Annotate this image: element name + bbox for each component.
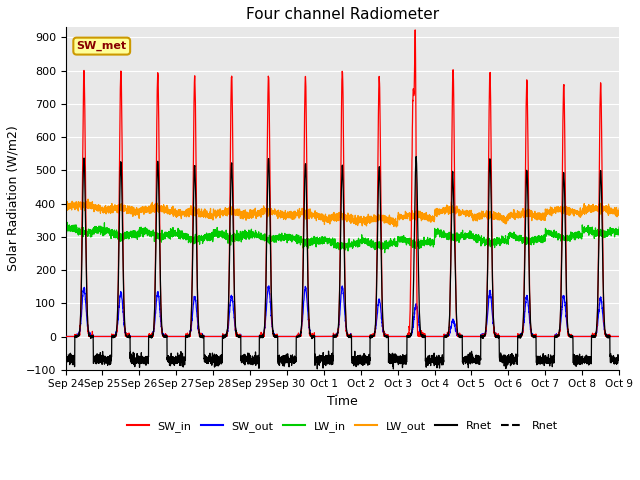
X-axis label: Time: Time — [327, 395, 358, 408]
Title: Four channel Radiometer: Four channel Radiometer — [246, 7, 439, 22]
Legend: SW_in, SW_out, LW_in, LW_out, Rnet, Rnet: SW_in, SW_out, LW_in, LW_out, Rnet, Rnet — [122, 417, 563, 436]
Text: SW_met: SW_met — [77, 41, 127, 51]
Y-axis label: Solar Radiation (W/m2): Solar Radiation (W/m2) — [7, 126, 20, 271]
